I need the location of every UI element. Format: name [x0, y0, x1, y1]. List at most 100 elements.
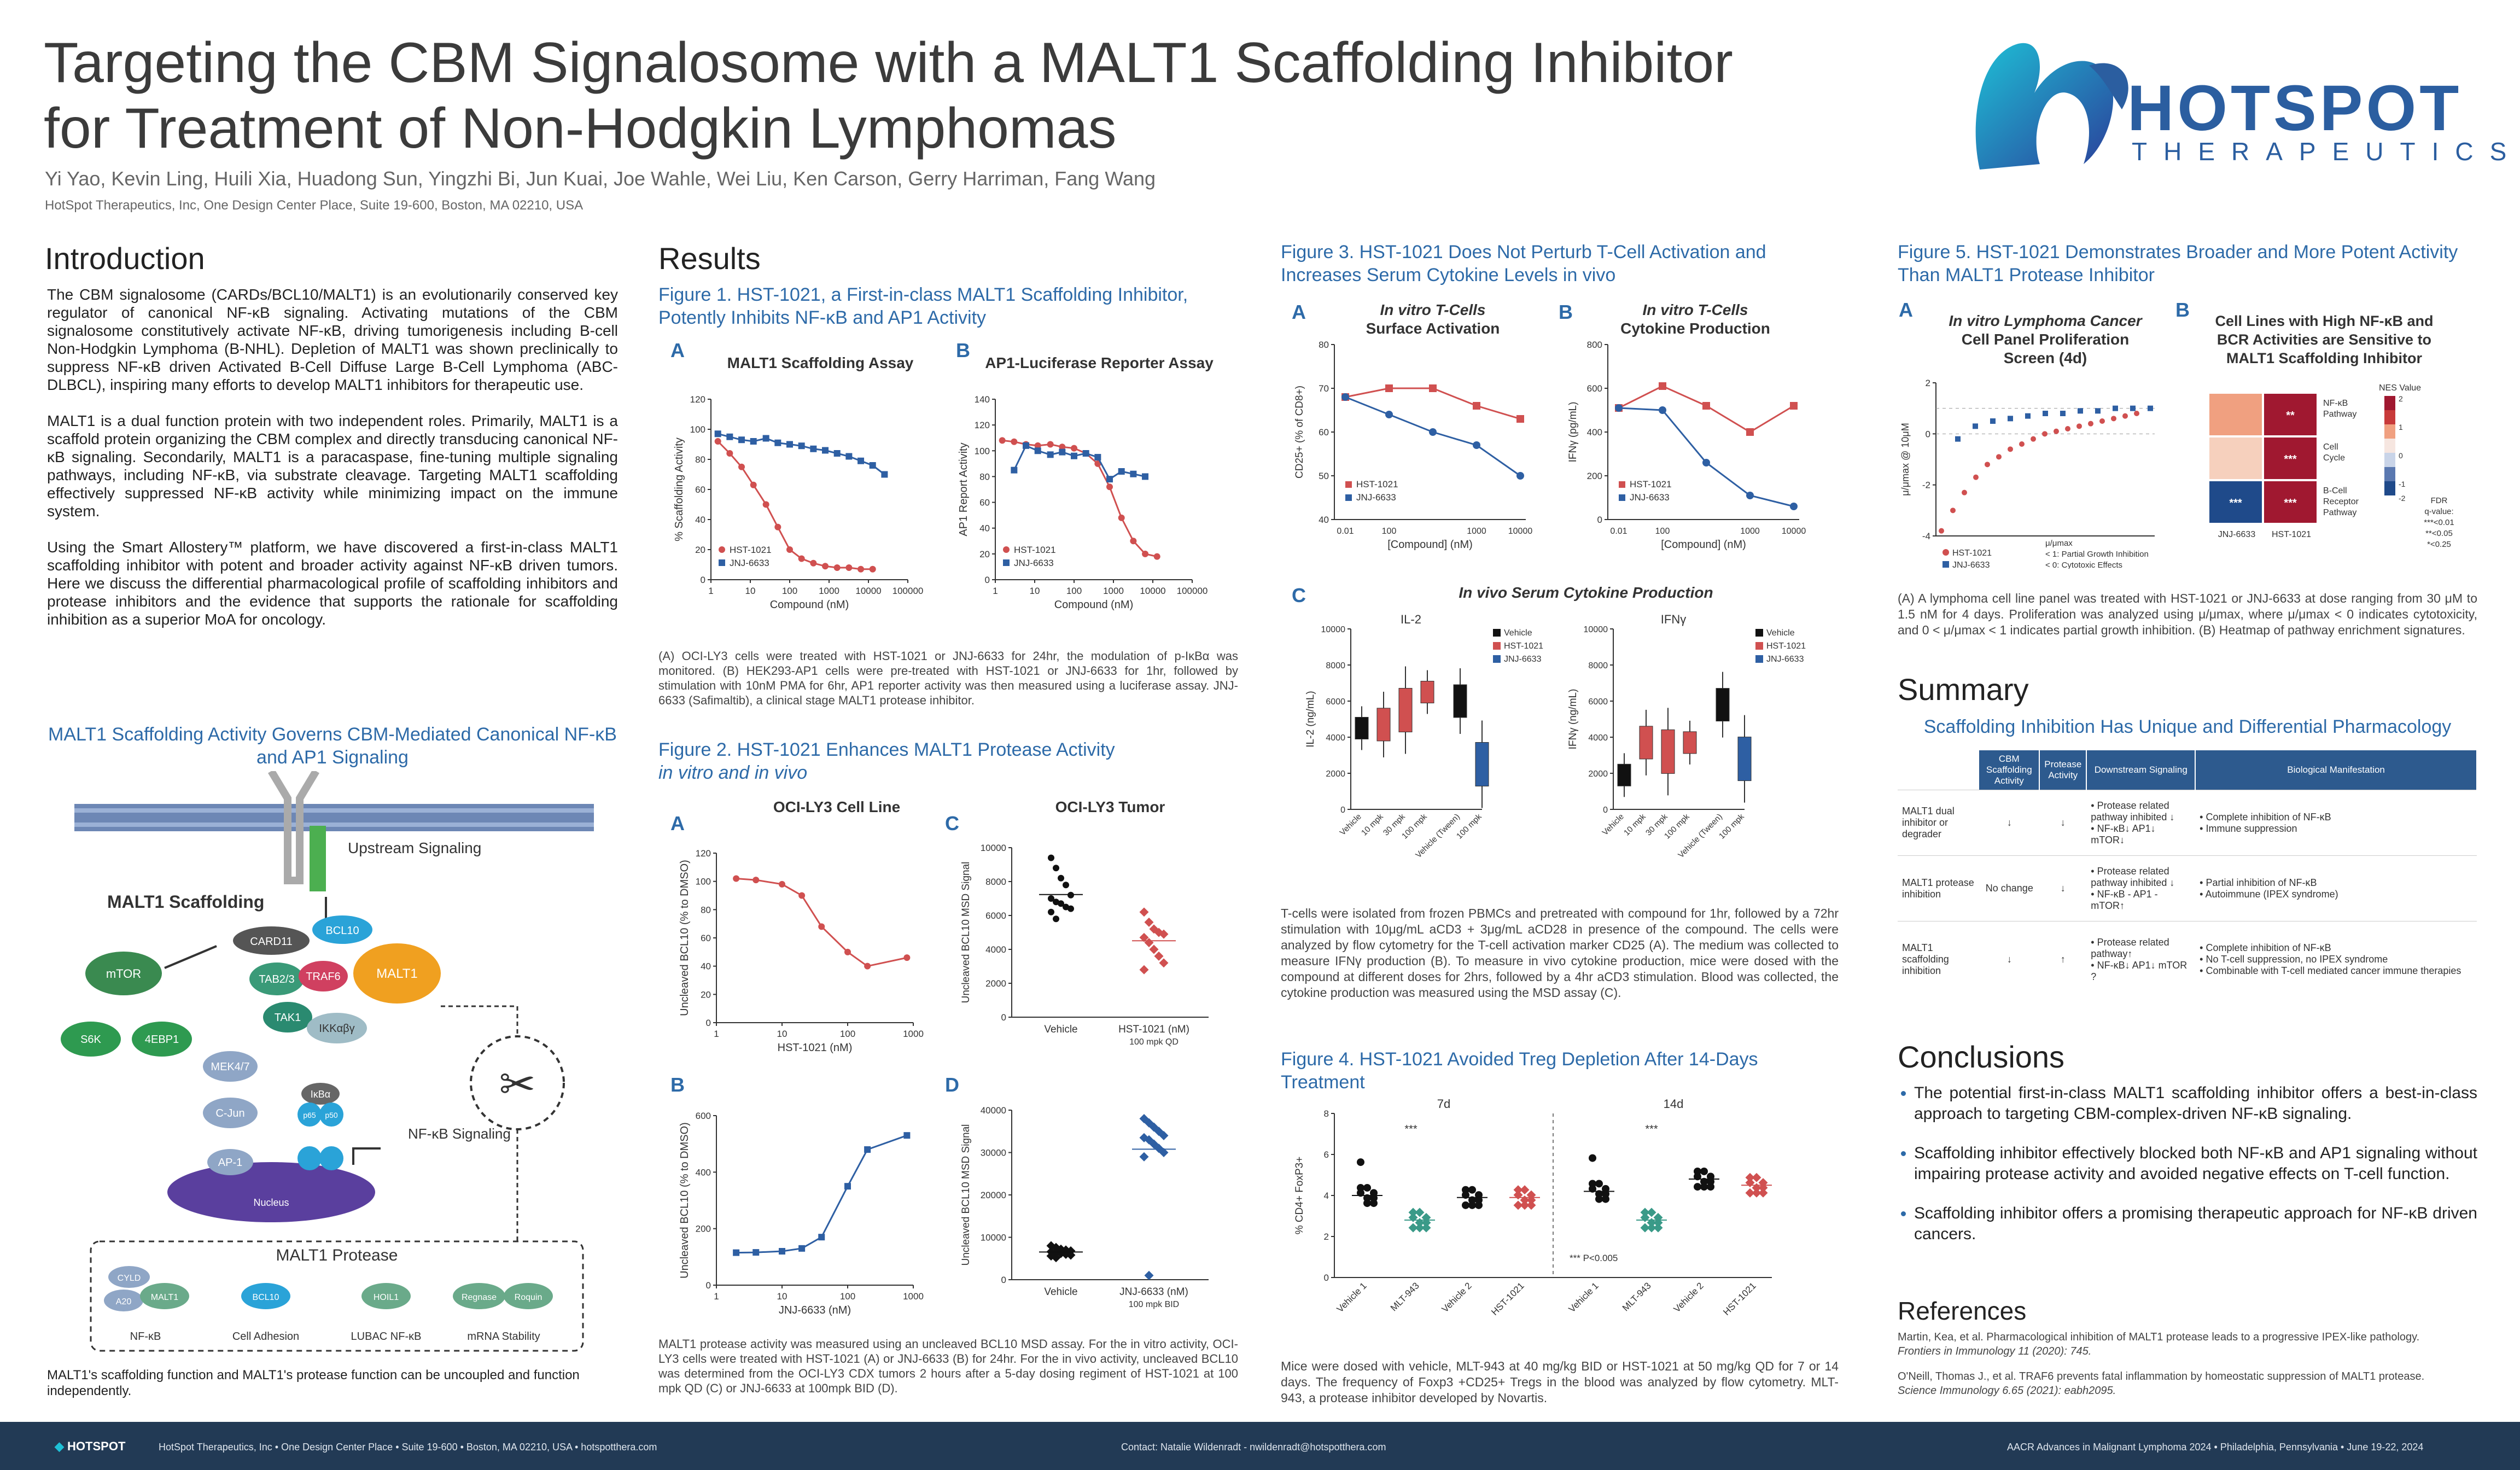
data-point [2148, 405, 2153, 411]
legend-marker [1493, 655, 1501, 663]
legend-label: JNJ-6633 [1356, 492, 1396, 503]
data-point [2078, 408, 2083, 414]
x-tick-label: 1000 [819, 586, 839, 596]
data-point [1694, 1172, 1701, 1181]
data-point [1595, 1195, 1603, 1203]
y-tick-label: 10000 [1321, 625, 1346, 634]
s6k-label: S6K [80, 1034, 101, 1046]
y-axis-label: AP1 Report Activity [958, 442, 970, 536]
data-point [1139, 965, 1149, 975]
bcl10-label: BCL10 [325, 925, 359, 937]
category-label: MLT-943 [1620, 1280, 1653, 1313]
data-point [1059, 448, 1066, 456]
data-point [1602, 1195, 1609, 1203]
footer-address: HotSpot Therapeutics, Inc • One Design C… [159, 1442, 657, 1452]
intro-p2: MALT1 is a dual function protein with tw… [47, 412, 618, 520]
output-mrna: mRNA Stability [467, 1331, 540, 1343]
ikk-node [307, 1013, 367, 1043]
y-tick-label: 2000 [1326, 769, 1345, 779]
s6k-node [61, 1022, 121, 1057]
data-point [1139, 1152, 1149, 1162]
data-point [798, 555, 805, 562]
data-point [1640, 1212, 1650, 1222]
legend-label: HST-1021 [730, 545, 772, 555]
fig3a-title-1: In vitro T-Cells [1380, 301, 1486, 318]
legend-marker [719, 546, 725, 553]
y-tick-label: 40 [1319, 515, 1329, 525]
data-point [1153, 553, 1160, 560]
y-tick-label: 0 [1001, 1275, 1006, 1285]
footer-event: AACR Advances in Malignant Lymphoma 2024… [2007, 1442, 2424, 1452]
legend-swatch [2384, 439, 2395, 453]
fig2c-chart: 0 2000 4000 6000 8000 10000 Uncleaved BCL10 MS… [960, 843, 1209, 1047]
data-point [858, 457, 865, 464]
x-tick-label: 10000 [855, 586, 881, 596]
receptor-icon [267, 771, 326, 891]
data-point [726, 433, 733, 440]
data-point [1415, 1208, 1425, 1217]
y-tick-label: 400 [1587, 427, 1602, 438]
y-tick-label: 0 [1597, 515, 1602, 525]
affiliation: HotSpot Therapeutics, Inc, One Design Ce… [45, 198, 584, 213]
legend-label: Vehicle [1504, 628, 1532, 638]
data-point [810, 445, 817, 452]
data-point [1595, 1180, 1603, 1188]
legend-marker [1942, 549, 1949, 556]
x-tick-label: 1 [993, 586, 998, 596]
data-point [2130, 405, 2136, 411]
data-point [1363, 1183, 1371, 1192]
fdr-label: q-value: [2424, 507, 2453, 516]
x-tick-label: 0.01 [1610, 527, 1627, 536]
y-tick-label: 80 [695, 454, 705, 465]
data-point [2111, 416, 2116, 422]
data-point [822, 447, 829, 454]
traf6-label: TRAF6 [306, 971, 340, 983]
data-point [1023, 442, 1030, 449]
regnase-label: Regnase [462, 1293, 497, 1302]
fig3b-chart: 0 200 400 600 800 0.01 100 1000 10000 [Compound] … [1567, 340, 1806, 551]
data-point [733, 875, 740, 882]
data-point [2008, 446, 2013, 452]
bar [1355, 717, 1369, 739]
heatmap-cell [2209, 394, 2262, 435]
cjun-node [203, 1098, 258, 1128]
data-point [1615, 404, 1623, 412]
y-tick-label: 0 [985, 575, 990, 585]
summary-header-cbm: CBM Scaffolding Activity [1979, 750, 2040, 790]
panel-label-14d: 14d [1664, 1097, 1684, 1111]
data-point [1589, 1185, 1596, 1193]
nucleus-label: Nucleus [253, 1197, 289, 1208]
data-point [1659, 382, 1666, 390]
fig1b-chart: 0 20 40 60 80 100 120 140 1 10 100 1000 10000 100000 C… [958, 394, 1208, 611]
y-tick-label: 20 [701, 989, 711, 1000]
legend-swatch [2384, 396, 2395, 410]
fdr-label: ***<0.01 [2424, 518, 2454, 527]
tab23-node [249, 962, 304, 995]
data-point [726, 450, 733, 457]
cyld-label: CYLD [118, 1274, 141, 1283]
row-cbm: ↓ [1979, 921, 2040, 998]
fig2-col2-title: OCI-LY3 Tumor [1055, 798, 1165, 815]
bar [1617, 763, 1631, 786]
legend-swatch [2384, 424, 2395, 439]
y-axis-label: Uncleaved BCL10 MSD Signal [960, 1124, 972, 1266]
x-axis-label: HST-1021 (nM) [778, 1042, 853, 1054]
data-point [798, 442, 805, 450]
mek47-label: MEK4/7 [211, 1061, 249, 1073]
data-point [1973, 423, 1978, 429]
y-tick-label: 20 [979, 549, 990, 559]
y-tick-label: 4000 [1326, 733, 1345, 743]
x-tick-label: 1000 [1740, 527, 1760, 536]
data-point [1955, 436, 1961, 442]
legend-marker [1493, 629, 1501, 637]
y-tick-label: 8 [1324, 1109, 1329, 1119]
data-point [1520, 1185, 1530, 1195]
legend-marker [1755, 642, 1763, 650]
y-tick-label: 600 [696, 1111, 711, 1121]
legend-label: HST-1021 [1952, 549, 1992, 558]
data-point [1700, 1167, 1708, 1175]
data-point [779, 880, 785, 888]
authors: Yi Yao, Kevin Ling, Huili Xia, Huadong S… [45, 167, 1156, 190]
nfkb-signaling-label: NF-κB Signaling [408, 1125, 511, 1142]
